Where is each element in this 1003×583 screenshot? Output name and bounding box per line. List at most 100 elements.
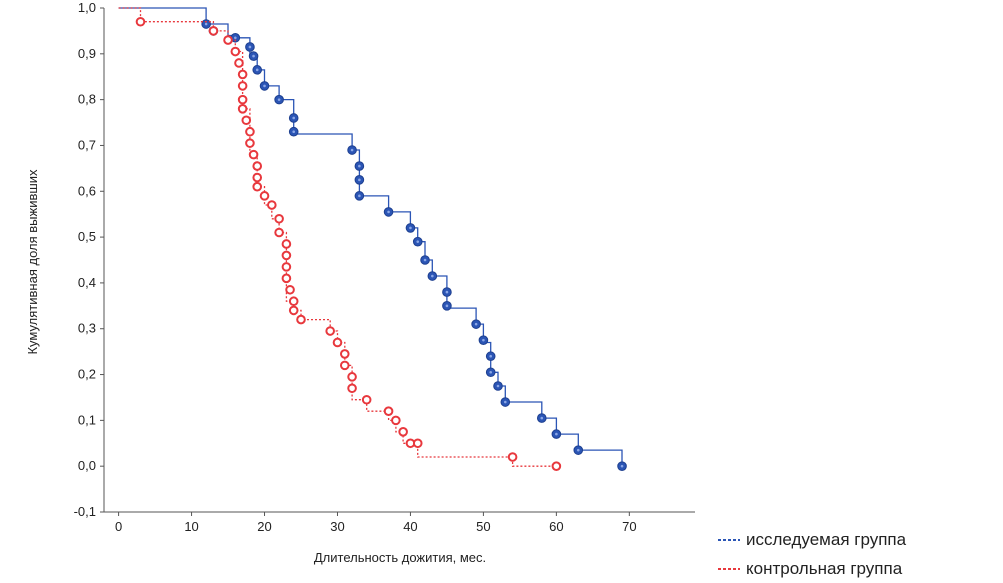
censor-marker-center [292,116,296,120]
plot-frame [103,8,695,513]
censor-marker [347,383,357,394]
censor-marker-center [358,194,361,198]
censor-marker [135,16,146,27]
censor-marker [285,284,295,295]
censor-marker-center [277,98,281,101]
censor-marker [339,360,350,371]
censor-marker [551,461,562,471]
legend-item-study: исследуемая группа [718,530,907,549]
legend-label-control: контрольная группа [746,559,903,578]
censor-marker-center [620,464,624,468]
censor-marker [237,81,248,91]
censor-marker [223,35,233,45]
censor-marker-center [263,84,266,88]
x-tick-label: 0 [115,519,122,534]
x-tick-label: 40 [403,519,417,534]
y-tick-label: 0,0 [78,458,96,473]
y-axis-title: Кумулятивная доля выживших [25,169,40,355]
censor-marker [347,372,357,382]
censor-marker-center [204,22,208,26]
censor-marker-center [482,338,485,342]
legend-label-study: исследуемая группа [746,530,907,549]
censor-marker-center [576,448,580,452]
series-study [118,7,627,471]
censor-marker [237,69,248,80]
series-layer [118,7,627,471]
censor-marker [237,94,248,105]
censor-marker [361,394,372,405]
censor-marker-center [409,226,412,230]
censor-marker [252,181,263,192]
censor-marker [259,191,270,201]
legend: исследуемая группа контрольная группа [718,530,907,578]
censor-marker-center [431,274,434,278]
censor-marker-center [387,210,390,214]
censor-marker [245,126,255,137]
censor-marker [339,349,350,359]
censor-marker-center [445,304,449,308]
censor-marker-center [292,130,296,134]
censor-marker-center [423,258,427,262]
censor-marker [237,104,248,114]
censor-marker-center [503,400,507,404]
censor-marker [288,305,299,316]
censor-marker [391,415,401,426]
censor-marker [230,46,241,57]
series-line [118,7,557,467]
censor-marker [383,406,394,417]
censor-marker [274,227,284,238]
y-tick-label: 0,6 [78,183,96,198]
censor-marker [281,250,292,261]
series-control [118,7,562,471]
y-tick-label: 0,3 [78,321,96,336]
censor-marker-center [474,322,478,326]
y-tick-label: 0,4 [78,275,96,290]
y-tick-label: 0,8 [78,92,96,107]
censor-marker [208,26,219,36]
censor-marker [281,262,292,272]
censor-marker [288,296,299,307]
x-tick-label: 50 [476,519,490,534]
censor-marker-center [358,164,361,168]
y-tick-label: 0,9 [78,46,96,61]
x-tick-label: 30 [330,519,344,534]
x-tick-label: 20 [257,519,271,534]
censor-marker [252,161,263,171]
censor-marker-center [445,290,449,294]
censor-marker [281,239,292,249]
censor-marker [267,200,277,210]
censor-marker [412,438,423,449]
censor-marker [274,213,284,224]
y-tick-label: 1,0 [78,0,96,15]
y-ticks: -0,1 0,0 0,1 0,2 0,3 0,4 0,5 0,6 0,7 0,8 0,9 1,0 [74,0,104,519]
y-tick-label: -0,1 [74,504,96,519]
censor-marker-center [540,416,544,420]
x-axis-title: Длительность дожития, мес. [314,550,486,565]
censor-marker [325,326,335,336]
censor-marker [398,427,408,437]
censor-marker-center [252,54,255,58]
y-tick-label: 0,5 [78,229,96,244]
censor-marker-center [416,240,420,243]
censor-marker [296,314,306,325]
censor-marker [281,273,292,284]
legend-item-control: контрольная группа [718,559,903,578]
censor-marker [507,452,518,462]
censor-marker [241,115,252,126]
y-tick-label: 0,7 [78,137,96,152]
censor-marker-center [555,432,558,436]
x-tick-label: 10 [184,519,198,534]
censor-marker [332,337,343,348]
censor-marker [245,138,255,148]
censor-marker [248,149,259,160]
y-tick-label: 0,1 [78,412,96,427]
censor-marker-center [358,178,361,182]
censor-marker-center [496,384,500,388]
censor-marker [252,172,263,183]
censor-marker-center [234,36,237,40]
censor-marker-center [489,354,493,358]
y-tick-label: 0,2 [78,367,96,382]
censor-marker [234,58,244,68]
x-tick-label: 60 [549,519,563,534]
